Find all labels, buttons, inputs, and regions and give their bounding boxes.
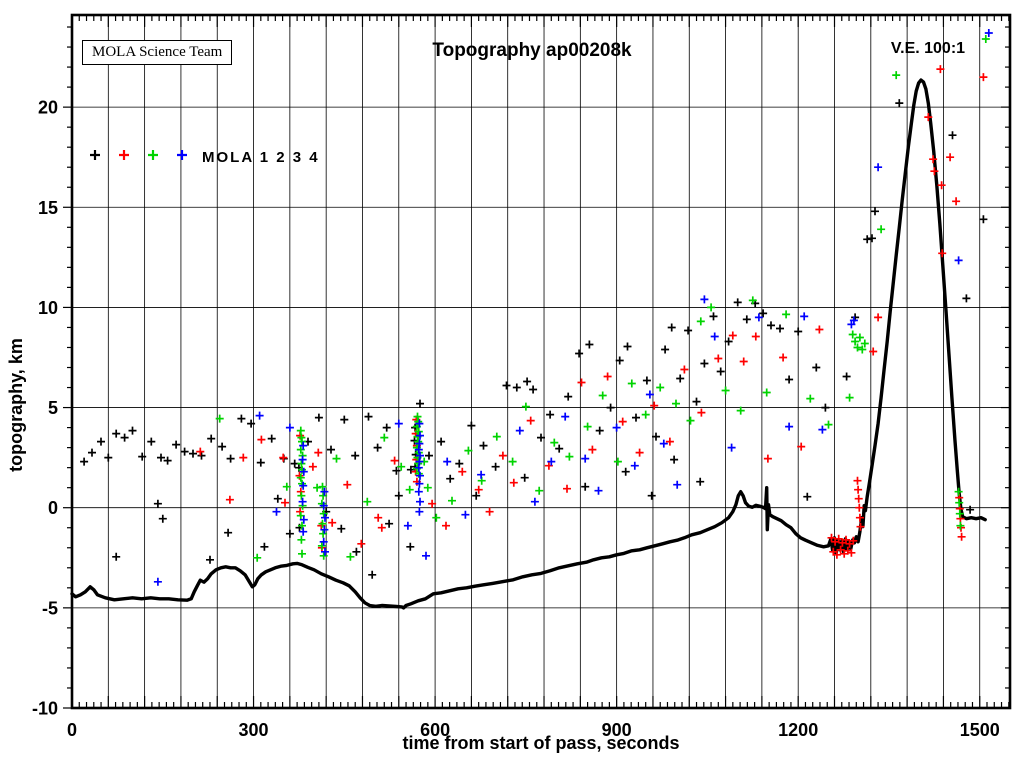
legend-marker-4 <box>177 150 187 160</box>
chart-graphics: 0 300 600 900 1200 1500 -10 -5 0 5 10 15 20 <box>32 13 1012 740</box>
y-tick-label: 5 <box>48 398 58 418</box>
team-credit-box: MOLA Science Team <box>82 40 233 65</box>
legend-label: MOLA 1 2 3 4 <box>202 149 320 166</box>
y-tick-label: -5 <box>42 598 58 618</box>
legend-marker-3 <box>148 150 158 160</box>
chart-title: Topography ap00208k <box>432 40 632 61</box>
x-tick-label: 1200 <box>778 720 818 740</box>
y-tick-label: 10 <box>38 298 58 318</box>
y-tick-label: 0 <box>48 498 58 518</box>
x-tick-label: 1500 <box>960 720 1000 740</box>
y-tick-label: 15 <box>38 198 58 218</box>
legend-marker-1 <box>90 150 100 160</box>
x-tick-label: 600 <box>420 720 450 740</box>
x-axis-title: time from start of pass, seconds <box>402 733 679 753</box>
y-axis-title: topography, km <box>6 338 26 472</box>
x-tick-label: 900 <box>602 720 632 740</box>
y-tick-label: 20 <box>38 98 58 118</box>
y-tick-label: -10 <box>32 699 58 719</box>
x-tick-label: 0 <box>67 720 77 740</box>
x-tick-label: 300 <box>239 720 269 740</box>
legend-marker-2 <box>119 150 129 160</box>
vertical-exaggeration-label: V.E. 100:1 <box>891 40 965 57</box>
team-credit-label: MOLA Science Team <box>92 44 223 60</box>
